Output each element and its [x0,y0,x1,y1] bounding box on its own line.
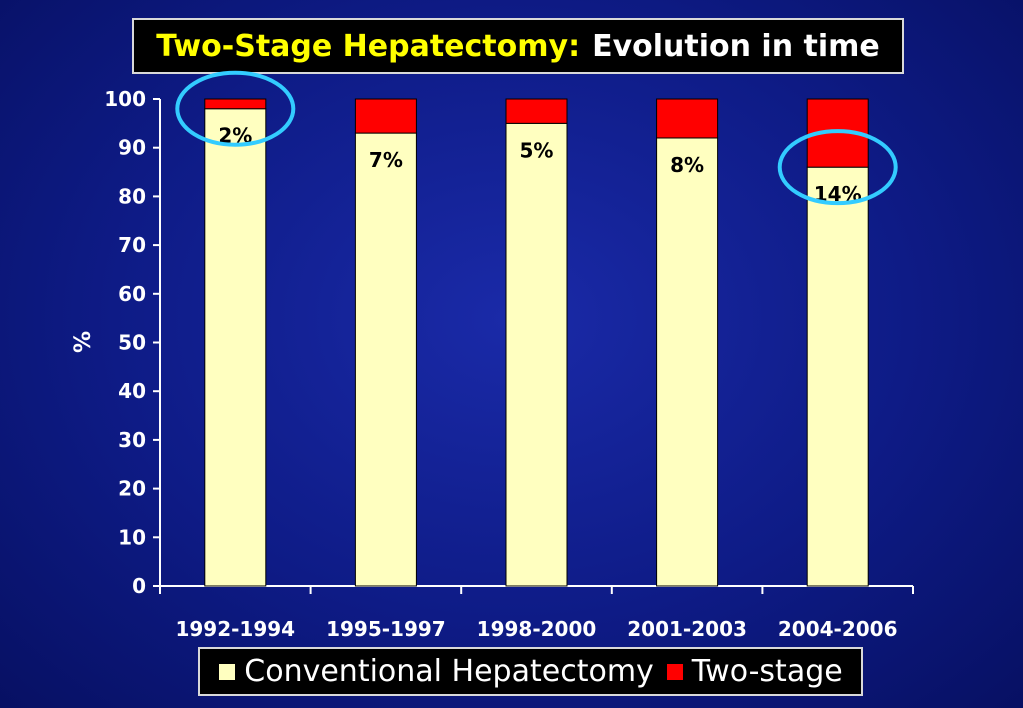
legend: Conventional Hepatectomy Two-stage [198,647,863,696]
x-tick-label: 2004-2006 [778,617,898,641]
bar-conventional [354,132,417,587]
y-axis-label: % [71,331,96,353]
y-tick-label: 30 [118,428,146,452]
y-tick-label: 70 [118,233,146,257]
y-tick-label: 40 [118,379,146,403]
bar-two-stage [204,98,267,110]
x-tick-label: 1995-1997 [326,617,446,641]
data-label: 7% [369,148,403,172]
data-label: 8% [670,153,704,177]
y-tick-label: 20 [118,477,146,501]
highlight-ellipse [175,70,296,147]
y-tick-label: 80 [118,184,146,208]
bar-two-stage [505,98,568,124]
x-tick-label: 1998-2000 [477,617,597,641]
title-sub: Evolution in time [592,28,880,64]
bar-conventional [806,166,869,587]
bar-conventional [656,137,719,587]
legend-swatch-conventional [218,662,237,681]
bar-conventional [204,108,267,587]
bar-two-stage [656,98,719,139]
data-label: 5% [520,138,554,162]
legend-swatch-two-stage [665,662,684,681]
bar-two-stage [354,98,417,134]
y-tick-label: 60 [118,282,146,306]
y-tick-label: 0 [132,574,146,598]
title-main: Two-Stage Hepatectomy: [156,28,581,64]
y-tick-label: 100 [104,87,146,111]
y-tick-label: 50 [118,331,146,355]
legend-item-two-stage: Two-stage [660,654,849,689]
highlight-ellipse [777,129,898,206]
y-tick-label: 90 [118,136,146,160]
legend-label-two-stage: Two-stage [691,654,843,689]
chart-title: Two-Stage Hepatectomy: Evolution in time [132,18,904,74]
legend-label-conventional: Conventional Hepatectomy [244,654,654,689]
x-tick-label: 2001-2003 [627,617,747,641]
legend-item-conventional: Conventional Hepatectomy [212,654,660,689]
x-tick-label: 1992-1994 [175,617,295,641]
bar-conventional [505,122,568,587]
y-tick-label: 10 [118,525,146,549]
